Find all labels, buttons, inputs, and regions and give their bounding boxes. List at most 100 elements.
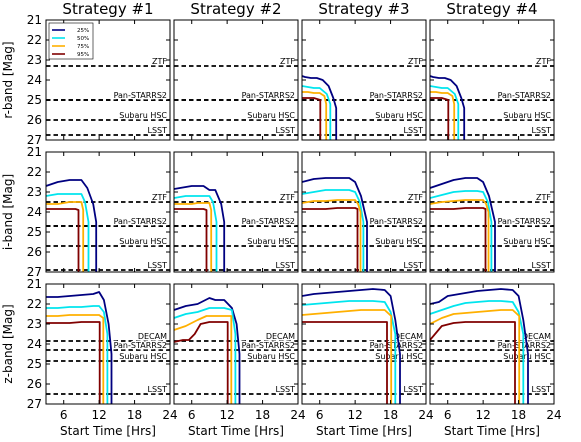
series-line-50 [430,190,493,272]
series-line-95 [430,207,487,272]
x-axis-label: Start Time [Hrs] [444,424,540,438]
series-group [46,179,98,272]
legend: 25% 50% 75% 95% [48,22,94,60]
reference-label-pan-starrs2: Pan-STARRS2 [242,91,295,100]
series-line-95 [302,321,388,404]
y-tick-label: 26 [27,377,42,391]
reference-label-decam: DECAM [394,332,423,341]
x-axis-label: Start Time [Hrs] [60,424,156,438]
x-tick-label: 18 [511,408,526,422]
series-line-25 [302,75,338,140]
series-line-50 [46,305,109,404]
y-tick-label: 21 [27,145,42,159]
reference-label-lsst: LSST [276,261,296,270]
series-line-25 [46,291,113,404]
series-line-75 [46,201,85,272]
reference-label-lsst: LSST [148,261,168,270]
reference-label-subaru-hsc: Subaru HSC [247,237,295,246]
y-tick-label: 23 [27,185,42,199]
legend-label-95: 95% [77,52,89,58]
reference-label-subaru-hsc: Subaru HSC [503,111,551,120]
y-tick-label: 23 [27,53,42,67]
series-group [302,177,368,272]
series-line-50 [302,300,397,404]
reference-label-subaru-hsc: Subaru HSC [375,111,423,120]
reference-label-pan-starrs2: Pan-STARRS2 [498,91,551,100]
series-line-75 [302,309,393,404]
series-line-95 [174,321,229,404]
x-tick-label: 18 [383,408,398,422]
x-tick-label: 6 [188,408,196,422]
y-tick-label: 27 [27,133,42,147]
reference-label-decam: DECAM [266,91,295,100]
series-line-50 [430,85,460,140]
reference-label-ztf: ZTF [536,57,551,66]
y-tick-label: 23 [27,317,42,331]
series-line-50 [46,193,90,272]
x-tick-label: 6 [60,408,68,422]
panel-frame [45,151,171,273]
series-line-95 [430,97,450,140]
reference-label-pan-starrs2: Pan-STARRS2 [370,217,423,226]
series-line-75 [174,315,233,404]
y-tick-label: 25 [27,225,42,239]
series-line-25 [174,185,226,272]
panel-frame [173,151,299,273]
reference-label-pan-starrs2: Pan-STARRS2 [498,341,551,350]
series-line-75 [46,314,105,404]
reference-label-lsst: LSST [404,261,424,270]
series-line-95 [46,321,101,404]
reference-label-lsst: LSST [532,261,552,270]
x-axis-label: Start Time [Hrs] [188,424,284,438]
series-line-75 [430,309,521,404]
x-tick-label: 12 [92,408,107,422]
y-tick-label: 24 [27,205,42,219]
y-tick-label: 27 [27,265,42,279]
series-line-75 [430,199,490,272]
series-line-25 [302,288,401,404]
series-group [174,185,226,272]
reference-label-decam: DECAM [522,217,551,226]
y-tick-label: 27 [27,397,42,411]
series-group [430,75,466,140]
series-line-75 [302,199,362,272]
reference-label-pan-starrs2: Pan-STARRS2 [242,341,295,350]
reference-label-subaru-hsc: Subaru HSC [119,352,167,361]
column-title-4: Strategy #4 [446,0,537,18]
y-tick-label: 25 [27,357,42,371]
series-line-25 [46,179,98,272]
reference-label-lsst: LSST [404,385,424,394]
reference-label-lsst: LSST [532,385,552,394]
y-tick-label: 25 [27,93,42,107]
series-group [174,297,241,404]
row-label-z-band: z-band [Mag] [1,304,15,383]
reference-label-pan-starrs2: Pan-STARRS2 [370,341,423,350]
reference-label-decam: DECAM [266,217,295,226]
series-line-75 [430,91,456,140]
column-title-2: Strategy #2 [190,0,281,18]
x-tick-label: 24 [418,408,433,422]
series-group [430,288,529,404]
column-title-3: Strategy #3 [318,0,409,18]
y-tick-label: 26 [27,113,42,127]
reference-label-lsst: LSST [404,126,424,135]
reference-label-ztf: ZTF [408,193,423,202]
series-line-95 [302,97,322,140]
reference-label-pan-starrs2: Pan-STARRS2 [242,217,295,226]
reference-label-lsst: LSST [532,126,552,135]
legend-label-50: 50% [77,36,89,42]
series-line-25 [174,297,241,404]
y-tick-label: 22 [27,165,42,179]
series-line-50 [174,307,237,404]
reference-label-lsst: LSST [276,385,296,394]
series-line-25 [430,177,496,272]
x-tick-label: 18 [255,408,270,422]
legend-label-25: 25% [77,28,89,34]
